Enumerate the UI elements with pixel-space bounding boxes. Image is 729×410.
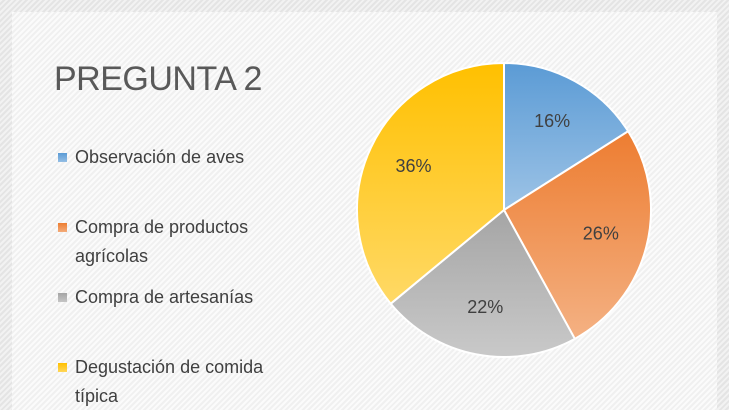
legend-item: Observación de aves xyxy=(56,143,296,213)
pie-slice xyxy=(356,61,505,306)
data-label: 26% xyxy=(583,224,619,244)
legend-label: Compra de productos agrícolas xyxy=(75,217,249,266)
data-label: 22% xyxy=(467,297,503,317)
legend-swatch xyxy=(58,363,67,372)
legend-item: Compra de productos agrícolas xyxy=(56,213,296,283)
legend-label: Degustación de comida típica xyxy=(75,357,264,406)
pie-slice xyxy=(503,61,630,212)
legend-label: Observación de aves xyxy=(75,147,245,167)
legend-label: Compra de artesanías xyxy=(75,287,254,307)
legend-item: Degustación de comida típica xyxy=(56,353,296,410)
pie-slice xyxy=(389,208,577,358)
legend-swatch xyxy=(58,223,67,232)
pie-slice xyxy=(502,129,652,341)
data-label: 36% xyxy=(396,156,432,176)
chart-title: PREGUNTA 2 xyxy=(54,60,262,98)
legend: Observación de aves Compra de productos a… xyxy=(56,143,296,410)
legend-swatch xyxy=(58,153,67,162)
legend-item: Compra de artesanías xyxy=(56,283,296,353)
data-label: 16% xyxy=(534,111,570,131)
legend-swatch xyxy=(58,293,67,302)
